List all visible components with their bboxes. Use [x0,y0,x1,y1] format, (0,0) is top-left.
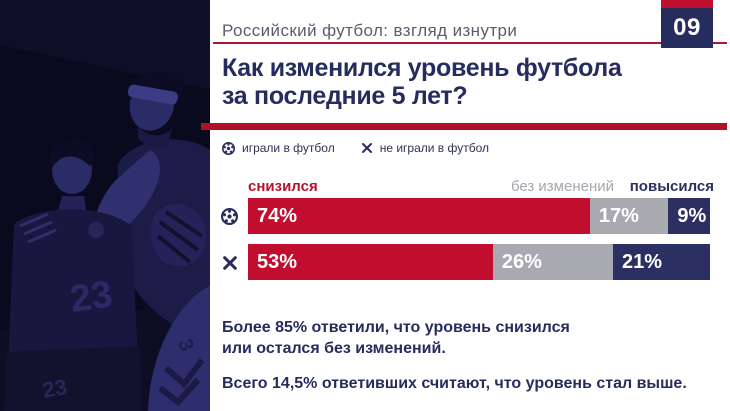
bar-not-played-football: 53% 26% 21% [248,244,710,280]
shorts-number: 23 [41,374,69,403]
segment-value-label: 9% [677,204,707,227]
segment-value-label: 21% [621,250,662,273]
badge-red-cap [661,0,713,8]
soccer-ball-icon [222,141,235,155]
page-number-badge: 09 [661,0,713,48]
x-mark-icon [223,256,237,270]
bar-segment: 26% [492,244,613,280]
players-photo: 23 23 3 [0,0,210,411]
legend-label-not-played: не играли в футбол [379,141,490,155]
label-decreased: снизился [248,178,318,195]
bar-segment: 21% [612,244,710,280]
label-unchanged: без изменений [510,178,614,195]
player-front: 23 23 [4,139,142,411]
title-line-2: за последние 5 лет? [222,82,468,110]
takeaway-second: Всего 14,5% ответивших считают, что уров… [222,375,687,392]
segment-value-label: 17% [598,204,639,227]
page-number: 09 [661,8,713,48]
soccer-ball-icon [221,208,238,225]
bar-segment: 17% [589,198,669,234]
legend-label-played: играли в футбол [242,141,335,155]
x-mark-icon [361,143,372,153]
chart-legend: играли в футбол не играли в футбол [222,141,489,155]
slide-title: Как изменился уровень футбола за последн… [222,54,622,110]
segment-column-labels: снизился без изменений повысился [248,178,714,196]
takeaway-first: Более 85% ответили, что уровень снизился… [222,319,570,357]
segment-value-label: 74% [257,204,298,227]
header-rule [213,42,727,44]
legend-item-not-played: не играли в футбол [361,141,489,155]
glove-arm [151,204,207,267]
jersey-number: 23 [67,273,115,320]
title-divider [201,123,727,130]
segment-value-label: 26% [501,250,542,273]
series-kicker: Российский футбол: взгляд изнутри [222,21,518,40]
takeaway-text-block: Более 85% ответили, что уровень снизился… [222,317,722,394]
leg-sock: 3 [148,286,210,411]
bar-segment: 9% [668,198,710,234]
stacked-bar-chart: 74% 17% 9% 53% 26% 21% [248,198,710,290]
legend-item-played: играли в футбол [222,141,335,155]
label-increased: повысился [629,178,714,195]
segment-value-label: 53% [257,250,298,273]
bar-segment: 74% [248,198,590,234]
bar-played-football: 74% 17% 9% [248,198,710,234]
title-line-1: Как изменился уровень футбола [222,54,622,82]
bar-segment: 53% [248,244,493,280]
